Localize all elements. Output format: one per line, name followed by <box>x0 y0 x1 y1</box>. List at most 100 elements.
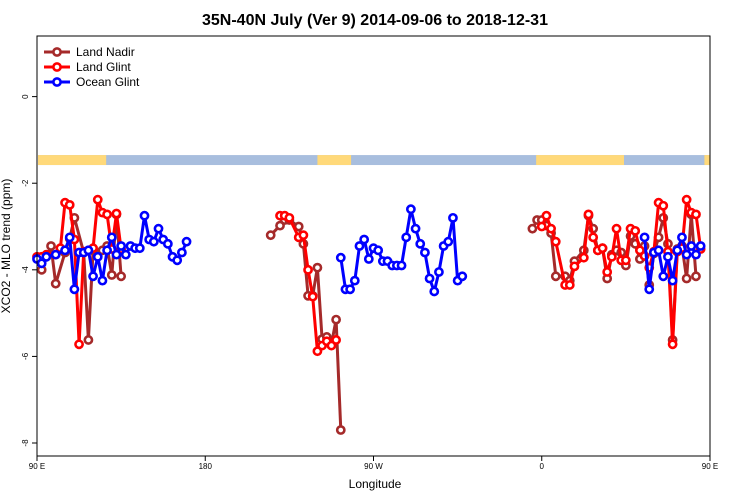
data-point <box>153 223 164 234</box>
data-point <box>102 209 113 220</box>
data-point <box>536 221 547 232</box>
data-point <box>116 241 127 251</box>
data-point <box>550 236 561 247</box>
data-point <box>639 232 650 243</box>
data-point <box>349 275 360 286</box>
series-layer <box>32 194 706 435</box>
data-point <box>410 223 421 234</box>
data-point <box>691 249 701 260</box>
data-point <box>50 278 61 289</box>
chart-title: 35N-40N July (Ver 9) 2014-09-06 to 2018-… <box>202 12 548 29</box>
data-point <box>102 245 113 256</box>
data-point <box>541 210 552 221</box>
x-axis: 90 E 180 90 W 0 90 E <box>29 456 718 471</box>
data-point <box>83 245 94 256</box>
data-point <box>611 223 622 234</box>
data-point <box>303 264 313 275</box>
y-tick-label: -6 <box>21 352 30 360</box>
data-point <box>331 314 342 325</box>
legend-item: Land Glint <box>44 60 131 74</box>
data-point <box>672 245 683 256</box>
data-point <box>578 252 589 263</box>
data-point <box>97 275 108 286</box>
data-point <box>172 255 183 266</box>
data-point <box>120 249 131 260</box>
data-point <box>162 238 173 249</box>
data-point <box>60 245 70 256</box>
data-point <box>550 271 561 282</box>
data-point <box>681 273 692 284</box>
data-point <box>69 284 80 295</box>
data-point <box>434 267 444 277</box>
data-point <box>111 208 122 219</box>
data-point <box>83 335 94 345</box>
data-point <box>41 251 52 262</box>
data-point <box>630 225 641 236</box>
data-point <box>667 275 678 286</box>
data-point <box>284 212 295 223</box>
land-segment <box>38 155 107 166</box>
data-point <box>564 280 575 290</box>
data-point <box>677 232 687 243</box>
legend-label: Ocean Glint <box>76 75 140 89</box>
data-point <box>588 232 599 243</box>
data-point <box>88 271 98 282</box>
land-segment <box>704 155 710 166</box>
data-point <box>583 209 594 220</box>
data-point <box>681 194 692 205</box>
data-point <box>116 271 127 282</box>
data-point <box>106 270 117 280</box>
data-point <box>111 249 122 260</box>
data-point <box>569 261 580 272</box>
x-axis-label: Longitude <box>349 477 402 491</box>
data-point <box>64 199 75 210</box>
data-point <box>298 230 309 241</box>
data-point <box>354 241 365 251</box>
land-segment <box>317 155 352 166</box>
data-point <box>695 241 706 251</box>
x-tick-label: 90 E <box>29 462 45 471</box>
data-point <box>312 262 323 273</box>
data-point <box>658 271 669 282</box>
ocean-strip <box>38 155 710 166</box>
y-tick-label: 0 <box>21 94 30 99</box>
data-point <box>335 252 346 263</box>
legend-label: Land Glint <box>76 60 131 74</box>
data-point <box>50 249 61 260</box>
data-point <box>606 251 617 262</box>
y-tick-label: -8 <box>21 439 30 447</box>
data-point <box>405 204 416 215</box>
data-point <box>457 271 468 282</box>
data-point <box>667 339 678 350</box>
data-point <box>424 273 435 284</box>
data-point <box>546 223 556 234</box>
data-point <box>686 241 697 251</box>
data-point <box>602 267 613 277</box>
y-tick-label: -4 <box>21 266 30 274</box>
data-point <box>448 212 458 223</box>
legend-marker <box>52 62 62 72</box>
data-point <box>92 194 103 205</box>
data-point <box>345 284 356 295</box>
data-point <box>148 236 159 247</box>
data-point <box>134 243 145 254</box>
y-axis-label: XCO2 - MLO trend (ppm) <box>0 179 13 314</box>
data-point <box>265 230 276 241</box>
data-point <box>429 286 440 297</box>
legend-marker <box>52 47 62 57</box>
legend-item: Ocean Glint <box>44 75 140 89</box>
data-point <box>307 291 318 302</box>
data-point <box>335 425 346 435</box>
data-point <box>420 247 430 258</box>
data-point <box>74 339 84 350</box>
data-point <box>527 223 538 234</box>
series-ocean-glint <box>32 204 706 297</box>
land-ocean-mask <box>38 155 710 166</box>
data-point <box>359 234 370 245</box>
data-point <box>681 249 692 260</box>
data-point <box>653 245 664 256</box>
series-line <box>40 212 123 342</box>
data-point <box>691 271 701 282</box>
data-point <box>331 335 342 345</box>
